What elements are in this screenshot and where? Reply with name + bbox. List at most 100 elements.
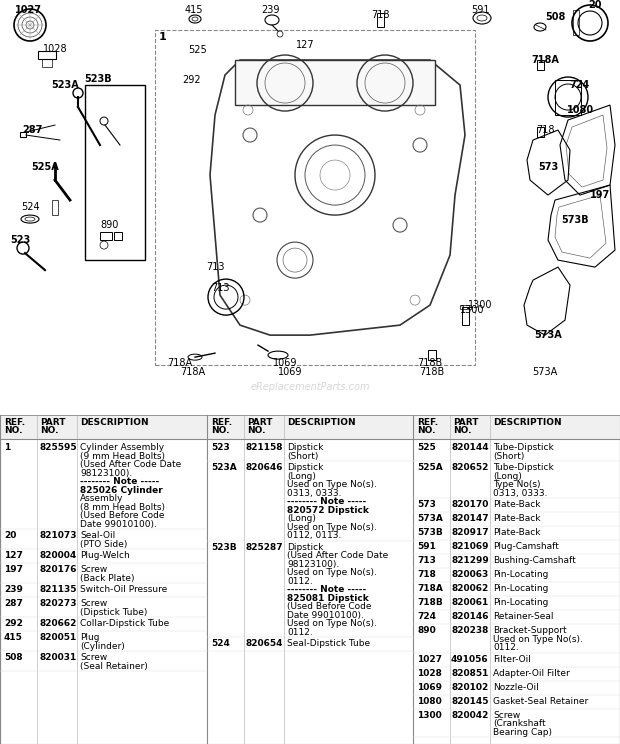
Text: (Short): (Short)	[493, 452, 525, 461]
Text: Date 99010100).: Date 99010100).	[80, 519, 157, 529]
Text: Filter-Oil: Filter-Oil	[493, 655, 531, 664]
Text: 825595: 825595	[40, 443, 78, 452]
Text: 287: 287	[4, 599, 23, 608]
Text: Screw: Screw	[80, 653, 107, 662]
Text: 292: 292	[183, 75, 202, 85]
Text: Used on Type No(s).: Used on Type No(s).	[287, 568, 377, 577]
Bar	[460, 305, 471, 309]
Bar	[537, 60, 544, 70]
Text: Dipstick: Dipstick	[287, 542, 324, 551]
Text: 820176: 820176	[40, 565, 78, 574]
Text: 718B: 718B	[417, 598, 443, 607]
Bar	[462, 307, 469, 325]
Text: 0313, 0333.: 0313, 0333.	[287, 489, 342, 498]
Text: 820654: 820654	[245, 639, 283, 648]
Text: 718A: 718A	[531, 55, 559, 65]
Text: REF.: REF.	[417, 418, 438, 427]
Text: (Long): (Long)	[287, 472, 316, 481]
Text: (Long): (Long)	[493, 472, 522, 481]
Text: 820572 Dipstick: 820572 Dipstick	[287, 506, 369, 515]
Text: Screw: Screw	[80, 565, 107, 574]
Text: Tube-Dipstick: Tube-Dipstick	[493, 464, 554, 472]
Text: 573A: 573A	[417, 514, 443, 523]
Text: Cylinder Assembly: Cylinder Assembly	[80, 443, 164, 452]
Text: 573B: 573B	[561, 215, 589, 225]
Text: 820238: 820238	[451, 626, 489, 635]
Text: 713: 713	[206, 262, 224, 272]
Bar	[555, 80, 581, 115]
Text: 1: 1	[4, 443, 11, 452]
Text: (Crankshaft: (Crankshaft	[493, 719, 546, 728]
Text: Bushing-Camshaft: Bushing-Camshaft	[493, 557, 576, 565]
Text: 573A: 573A	[534, 330, 562, 340]
Text: (Used Before Code: (Used Before Code	[80, 511, 164, 520]
Text: 820051: 820051	[40, 633, 78, 642]
Text: Date 99010100).: Date 99010100).	[287, 611, 364, 620]
Text: Dipstick: Dipstick	[287, 443, 324, 452]
Text: 525: 525	[417, 443, 436, 452]
Text: 820063: 820063	[451, 570, 489, 579]
Text: 724: 724	[417, 612, 436, 621]
Text: 821158: 821158	[245, 443, 283, 452]
Text: (Back Plate): (Back Plate)	[80, 574, 135, 583]
Text: 525A: 525A	[417, 464, 443, 472]
Text: 523A: 523A	[51, 80, 79, 90]
Text: NO.: NO.	[453, 426, 471, 434]
Text: 820146: 820146	[451, 612, 489, 621]
Bar	[235, 60, 435, 105]
Text: (Used Before Code: (Used Before Code	[287, 602, 371, 611]
Text: Screw: Screw	[493, 711, 520, 719]
Text: NO.: NO.	[211, 426, 229, 434]
Bar	[0, 415, 620, 439]
Text: 591: 591	[417, 542, 436, 551]
Text: Gasket-Seal Retainer: Gasket-Seal Retainer	[493, 696, 588, 705]
Text: 591: 591	[471, 5, 489, 15]
Text: 820102: 820102	[451, 683, 489, 692]
Text: 573B: 573B	[417, 528, 443, 537]
Text: 197: 197	[590, 190, 610, 200]
Text: Plate-Back: Plate-Back	[493, 500, 541, 509]
Text: 820646: 820646	[245, 464, 283, 472]
Text: Seal-Oil: Seal-Oil	[80, 531, 115, 540]
Text: Seal-Dipstick Tube: Seal-Dipstick Tube	[287, 639, 370, 648]
Text: (Used After Code Date: (Used After Code Date	[287, 551, 388, 560]
Text: 508: 508	[4, 653, 22, 662]
Text: Plug-Camshaft: Plug-Camshaft	[493, 542, 559, 551]
Bar	[573, 10, 579, 35]
Text: (Used After Code Date: (Used After Code Date	[80, 460, 181, 469]
Bar	[38, 51, 56, 59]
Text: Used on Type No(s).: Used on Type No(s).	[287, 480, 377, 489]
Text: 1069: 1069	[417, 683, 442, 692]
Text: 20: 20	[588, 0, 602, 10]
Text: 821299: 821299	[451, 557, 489, 565]
Text: 1: 1	[159, 32, 167, 42]
Text: 98123100).: 98123100).	[80, 469, 132, 478]
Text: 573A: 573A	[533, 367, 557, 377]
Text: 491056: 491056	[451, 655, 489, 664]
Text: (Long): (Long)	[287, 514, 316, 523]
Text: 820145: 820145	[451, 696, 489, 705]
Text: 573: 573	[538, 162, 558, 172]
Text: Type No(s): Type No(s)	[493, 480, 541, 489]
Text: Dipstick: Dipstick	[287, 464, 324, 472]
Text: 98123100).: 98123100).	[287, 559, 339, 568]
Bar	[85, 85, 145, 260]
Text: 821073: 821073	[40, 531, 78, 540]
Bar	[537, 127, 544, 137]
Text: 820652: 820652	[451, 464, 489, 472]
Text: (Dipstick Tube): (Dipstick Tube)	[80, 608, 148, 617]
Text: Collar-Dipstick Tube: Collar-Dipstick Tube	[80, 619, 169, 628]
Text: 821069: 821069	[451, 542, 489, 551]
Text: Adapter-Oil Filter: Adapter-Oil Filter	[493, 669, 570, 678]
Text: (9 mm Head Bolts): (9 mm Head Bolts)	[80, 452, 165, 461]
Text: 525A: 525A	[31, 162, 59, 172]
Text: 524: 524	[20, 202, 39, 212]
Text: 508: 508	[545, 12, 565, 22]
Text: 825026 Cylinder: 825026 Cylinder	[80, 486, 162, 495]
Text: 415: 415	[4, 633, 23, 642]
Text: 821135: 821135	[40, 585, 78, 594]
Text: 890: 890	[417, 626, 436, 635]
Text: Used on Type No(s).: Used on Type No(s).	[287, 522, 377, 532]
Text: 718: 718	[417, 570, 436, 579]
Bar	[100, 232, 112, 240]
